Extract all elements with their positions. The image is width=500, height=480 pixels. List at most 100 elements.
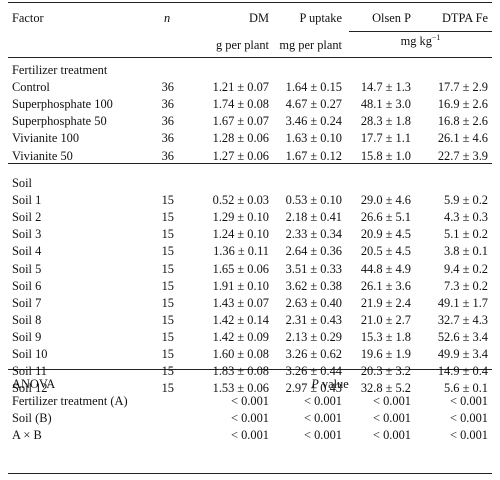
cell-n: 15 (161, 364, 174, 379)
cell-dtpa-fe: 7.3 ± 0.2 (444, 278, 488, 293)
header-n: n (164, 11, 171, 25)
bottom-rule (8, 473, 492, 475)
cell-olsen-p: 28.3 ± 1.8 (360, 114, 411, 129)
fert-section-title: Fertilizer treatment (12, 63, 108, 77)
soil-section-bottom-rule (8, 369, 492, 370)
cell-dtpa-fe: 3.8 ± 0.1 (444, 244, 488, 259)
cell-dtpa-fe: 32.7 ± 4.3 (437, 312, 488, 327)
cell-dtpa-fe: < 0.001 (450, 411, 488, 426)
header-dtpa-fe: DTPA Fe (441, 11, 488, 25)
cell-factor: Fertilizer treatment (A) (12, 394, 128, 409)
cell-p-uptake: 2.13 ± 0.29 (285, 329, 342, 344)
cell-olsen-p: 21.9 ± 2.4 (360, 295, 411, 310)
soil-unit-exponent: −1 (431, 33, 441, 42)
soil-unit-underline (349, 31, 492, 32)
cell-dm: < 0.001 (231, 394, 269, 409)
header-factor: Factor (12, 11, 44, 25)
cell-dm: 1.67 ± 0.07 (212, 114, 269, 129)
cell-dm: 1.21 ± 0.07 (212, 80, 269, 95)
cell-p-uptake: 4.67 ± 0.27 (285, 97, 342, 112)
cell-n: 36 (161, 80, 174, 95)
cell-dm: 1.42 ± 0.09 (212, 329, 269, 344)
cell-dm: 1.91 ± 0.10 (212, 278, 269, 293)
cell-olsen-p: 32.8 ± 5.2 (360, 381, 411, 396)
top-rule (8, 2, 492, 4)
anova-title: ANOVA (12, 377, 56, 391)
cell-olsen-p: 20.9 ± 4.5 (360, 227, 411, 242)
cell-dtpa-fe: 5.1 ± 0.2 (444, 227, 488, 242)
cell-factor: Soil 5 (12, 261, 42, 276)
cell-n: 15 (161, 244, 174, 259)
cell-dm: 1.43 ± 0.07 (212, 295, 269, 310)
cell-n: 36 (161, 148, 174, 163)
cell-dtpa-fe: 49.9 ± 3.4 (437, 347, 488, 361)
cell-factor: Soil 7 (12, 295, 42, 310)
cell-dtpa-fe: 5.9 ± 0.2 (444, 193, 488, 208)
cell-factor: Soil 6 (12, 278, 42, 293)
cell-olsen-p: 20.5 ± 4.5 (360, 244, 411, 259)
cell-dtpa-fe: 4.3 ± 0.3 (444, 210, 488, 225)
cell-olsen-p: 19.6 ± 1.9 (360, 347, 411, 361)
cell-dtpa-fe: < 0.001 (450, 394, 488, 409)
cell-dtpa-fe: 16.9 ± 2.6 (437, 97, 488, 112)
cell-p-uptake: 3.62 ± 0.38 (285, 278, 342, 293)
cell-n: 15 (161, 329, 174, 344)
cell-olsen-p: 15.3 ± 1.8 (360, 329, 411, 344)
cell-p-uptake: 2.31 ± 0.43 (285, 312, 342, 327)
cell-dm: 1.24 ± 0.10 (212, 227, 269, 242)
cell-p-uptake: 3.26 ± 0.44 (285, 364, 342, 379)
cell-olsen-p: 44.8 ± 4.9 (360, 261, 411, 276)
cell-factor: Superphosphate 50 (12, 114, 107, 129)
cell-factor: Superphosphate 100 (12, 97, 113, 112)
cell-n: 36 (161, 97, 174, 112)
cell-p-uptake: 2.63 ± 0.40 (285, 295, 342, 310)
cell-factor: Soil 2 (12, 210, 42, 225)
cell-olsen-p: 26.1 ± 3.6 (360, 278, 411, 293)
cell-dtpa-fe: 22.7 ± 3.9 (437, 148, 488, 163)
cell-factor: A × B (12, 428, 42, 443)
cell-factor: Soil (B) (12, 411, 52, 426)
cell-factor: Soil 11 (12, 364, 47, 379)
cell-olsen-p: < 0.001 (373, 428, 411, 443)
cell-dm: 1.53 ± 0.06 (212, 381, 269, 396)
cell-p-uptake: 2.64 ± 0.36 (285, 244, 342, 259)
cell-dm: 1.65 ± 0.06 (212, 261, 269, 276)
cell-olsen-p: 21.0 ± 2.7 (360, 312, 411, 327)
cell-dm: 1.74 ± 0.08 (212, 97, 269, 112)
cell-dm: 1.42 ± 0.14 (212, 312, 269, 327)
cell-factor: Soil 1 (12, 193, 42, 208)
cell-p-uptake: < 0.001 (304, 428, 342, 443)
cell-dtpa-fe: 52.6 ± 3.4 (437, 329, 488, 344)
cell-n: 15 (161, 381, 174, 396)
cell-factor: Soil 12 (12, 381, 48, 396)
cell-dm: 0.52 ± 0.03 (212, 193, 269, 208)
cell-factor: Soil 8 (12, 312, 42, 327)
cell-n: 15 (161, 278, 174, 293)
cell-p-uptake: 2.33 ± 0.34 (285, 227, 342, 242)
cell-n: 36 (161, 131, 174, 146)
cell-factor: Soil 9 (12, 329, 42, 344)
cell-olsen-p: 15.8 ± 1.0 (360, 148, 411, 163)
cell-p-uptake: 1.63 ± 0.10 (285, 131, 342, 146)
header-p-unit: mg per plant (279, 38, 342, 52)
cell-olsen-p: 26.6 ± 5.1 (360, 210, 411, 225)
cell-p-uptake: 3.51 ± 0.33 (285, 261, 342, 276)
cell-factor: Vivianite 50 (12, 148, 73, 163)
cell-p-uptake: 0.53 ± 0.10 (285, 193, 342, 208)
cell-dtpa-fe: 5.6 ± 0.1 (444, 381, 488, 396)
cell-dtpa-fe: 9.4 ± 0.2 (444, 261, 488, 276)
cell-olsen-p: 14.7 ± 1.3 (360, 80, 411, 95)
header-dm: DM (249, 11, 269, 25)
cell-dm: < 0.001 (231, 428, 269, 443)
cell-n: 15 (161, 347, 174, 361)
cell-factor: Soil 3 (12, 227, 42, 242)
cell-n: 15 (161, 193, 174, 208)
cell-dm: 1.28 ± 0.06 (212, 131, 269, 146)
cell-p-uptake: < 0.001 (304, 394, 342, 409)
cell-factor: Soil 10 (12, 347, 48, 361)
header-p-uptake: P uptake (299, 11, 342, 25)
cell-dm: 1.36 ± 0.11 (213, 244, 269, 259)
cell-dtpa-fe: 26.1 ± 4.6 (437, 131, 488, 146)
cell-dtpa-fe: 17.7 ± 2.9 (437, 80, 488, 95)
